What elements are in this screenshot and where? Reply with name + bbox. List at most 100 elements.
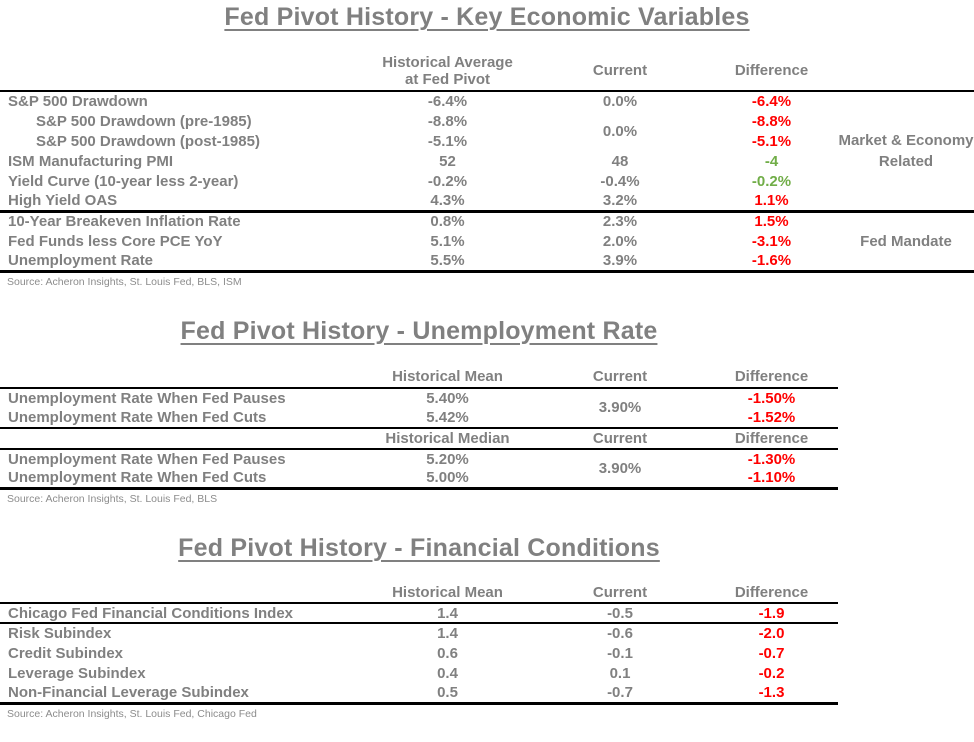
table-row: Yield Curve (10-year less 2-year) -0.2% … — [0, 171, 974, 191]
row-label: Credit Subindex — [8, 644, 124, 662]
col-header-line1: Historical Average — [382, 53, 513, 71]
cell-current-merged: 3.90% — [535, 448, 705, 490]
cell-current: 3.2% — [535, 191, 705, 213]
cell-difference: -2.0 — [758, 625, 785, 642]
col-header-difference: Difference — [705, 366, 838, 389]
col-header-historical-median: Historical Median — [360, 427, 535, 450]
row-label: S&P 500 Drawdown (pre-1985) — [36, 112, 252, 130]
cell-difference: -1.52% — [705, 407, 838, 429]
cell-current: 2.0% — [602, 232, 638, 250]
header-row-mean: Historical Mean Current Difference — [0, 366, 838, 389]
table-row: Risk Subindex 1.4 -0.6 -2.0 — [0, 623, 838, 643]
cell-historical: 5.1% — [430, 232, 465, 250]
col-header-difference: Difference — [705, 51, 838, 92]
cell-difference: -0.2 — [758, 664, 785, 682]
row-label: S&P 500 Drawdown (post-1985) — [36, 132, 260, 150]
category-label-fed-mandate: Fed Mandate — [838, 211, 974, 273]
cell-difference: -6.4% — [751, 93, 792, 110]
table-row: Unemployment Rate When Fed Cuts 5.42% -1… — [0, 407, 838, 429]
key-economic-variables-table: Historical Average at Fed Pivot Current … — [0, 51, 974, 273]
table2-title: Fed Pivot History - Unemployment Rate — [180, 316, 658, 345]
cell-current: 3.9% — [535, 251, 705, 273]
row-label: Unemployment Rate When Fed Cuts — [0, 468, 360, 490]
cell-difference: -1.30% — [747, 450, 796, 468]
cell-difference: -1.3 — [705, 683, 838, 705]
cell-current: 0.0% — [602, 93, 638, 110]
source-note: Source: Acheron Insights, St. Louis Fed,… — [7, 275, 242, 288]
cell-difference: -1.50% — [747, 389, 796, 407]
cell-current-merged: 0.0% — [602, 122, 638, 140]
source-note: Source: Acheron Insights, St. Louis Fed,… — [7, 493, 218, 505]
row-label: Unemployment Rate — [0, 251, 360, 273]
col-header-current: Current — [535, 51, 705, 92]
cell-current: -0.6 — [607, 625, 633, 642]
table-row: Unemployment Rate 5.5% 3.9% -1.6% — [0, 251, 974, 273]
cell-historical: -0.2% — [427, 172, 468, 190]
cell-historical: 1.4 — [360, 603, 535, 624]
empty-header-cell — [0, 427, 360, 450]
empty-header-cell — [0, 366, 360, 389]
cell-historical: -8.8% — [427, 112, 468, 130]
cell-historical: 1.4 — [437, 625, 458, 642]
cell-current: 0.1 — [609, 664, 631, 682]
cell-current: 2.3% — [602, 213, 638, 231]
row-label: High Yield OAS — [0, 191, 360, 213]
cell-historical: 4.3% — [360, 191, 535, 213]
table-row: Credit Subindex 0.6 -0.1 -0.7 — [0, 643, 838, 663]
cell-historical: 0.6 — [437, 644, 458, 662]
cell-current: -0.1 — [607, 644, 633, 662]
row-label: Unemployment Rate When Fed Pauses — [8, 389, 286, 407]
col-header-historical-mean: Historical Mean — [360, 582, 535, 604]
col-header-current: Current — [535, 427, 705, 450]
col-header-current: Current — [535, 366, 705, 389]
table-row: High Yield OAS 4.3% 3.2% 1.1% — [0, 191, 974, 213]
cell-historical: 0.8% — [430, 213, 465, 231]
cell-difference: -1.6% — [705, 251, 838, 273]
header-row-median: Historical Median Current Difference — [0, 427, 838, 450]
cell-current: -0.4% — [600, 172, 640, 190]
table-row: ISM Manufacturing PMI 52 48 -4 — [0, 151, 974, 171]
cell-historical: -6.4% — [427, 93, 468, 110]
table-row: Non-Financial Leverage Subindex 0.5 -0.7… — [0, 683, 838, 705]
col-header-historical-mean: Historical Mean — [360, 366, 535, 389]
table-row: Leverage Subindex 0.4 0.1 -0.2 — [0, 663, 838, 683]
row-label: Unemployment Rate When Fed Cuts — [0, 407, 360, 429]
cell-historical: 5.20% — [426, 450, 469, 468]
financial-conditions-table: Historical Mean Current Difference Chica… — [0, 582, 838, 705]
cell-difference: -3.1% — [751, 232, 792, 250]
cell-historical: 0.4 — [437, 664, 458, 682]
table-row: Unemployment Rate When Fed Pauses 5.40% … — [0, 387, 838, 429]
col-header-line2: at Fed Pivot — [404, 70, 490, 88]
cell-historical: 5.42% — [360, 407, 535, 429]
col-header-difference: Difference — [705, 427, 838, 450]
table-row: Chicago Fed Financial Conditions Index 1… — [0, 603, 838, 624]
table-row: S&P 500 Drawdown -6.4% 0.0% -6.4% Market… — [0, 91, 974, 213]
cell-difference: 1.1% — [705, 191, 838, 213]
row-label: Yield Curve (10-year less 2-year) — [8, 172, 239, 190]
cell-historical: -5.1% — [427, 132, 468, 150]
empty-header-cell — [838, 51, 974, 92]
cell-difference: -1.9 — [705, 603, 838, 624]
cell-historical: 52 — [439, 152, 456, 170]
col-header-difference: Difference — [705, 582, 838, 604]
row-label: Unemployment Rate When Fed Pauses — [8, 450, 286, 468]
cell-difference: -4 — [764, 152, 779, 170]
cell-current-merged: 3.90% — [535, 387, 705, 429]
cell-difference: 1.5% — [754, 213, 789, 231]
unemployment-rate-table: Historical Mean Current Difference Unemp… — [0, 366, 838, 490]
table-row: 10-Year Breakeven Inflation Rate 0.8% 2.… — [0, 211, 974, 273]
col-header-current: Current — [535, 582, 705, 604]
empty-header-cell — [0, 51, 360, 92]
cell-current: -0.7 — [535, 683, 705, 705]
table-row: Fed Funds less Core PCE YoY 5.1% 2.0% -3… — [0, 231, 974, 251]
cell-difference: -5.1% — [751, 132, 792, 150]
cell-historical: 5.40% — [426, 389, 469, 407]
cell-current: 48 — [611, 152, 629, 170]
cell-current: -0.5 — [535, 603, 705, 624]
table1-title: Fed Pivot History - Key Economic Variabl… — [224, 3, 750, 31]
row-label: Risk Subindex — [8, 625, 112, 642]
row-label: Leverage Subindex — [8, 664, 146, 682]
empty-header-cell — [0, 582, 360, 604]
col-header-historical-average: Historical Average at Fed Pivot — [360, 51, 535, 92]
table-row: S&P 500 Drawdown (post-1985) -5.1% -5.1% — [0, 131, 974, 151]
